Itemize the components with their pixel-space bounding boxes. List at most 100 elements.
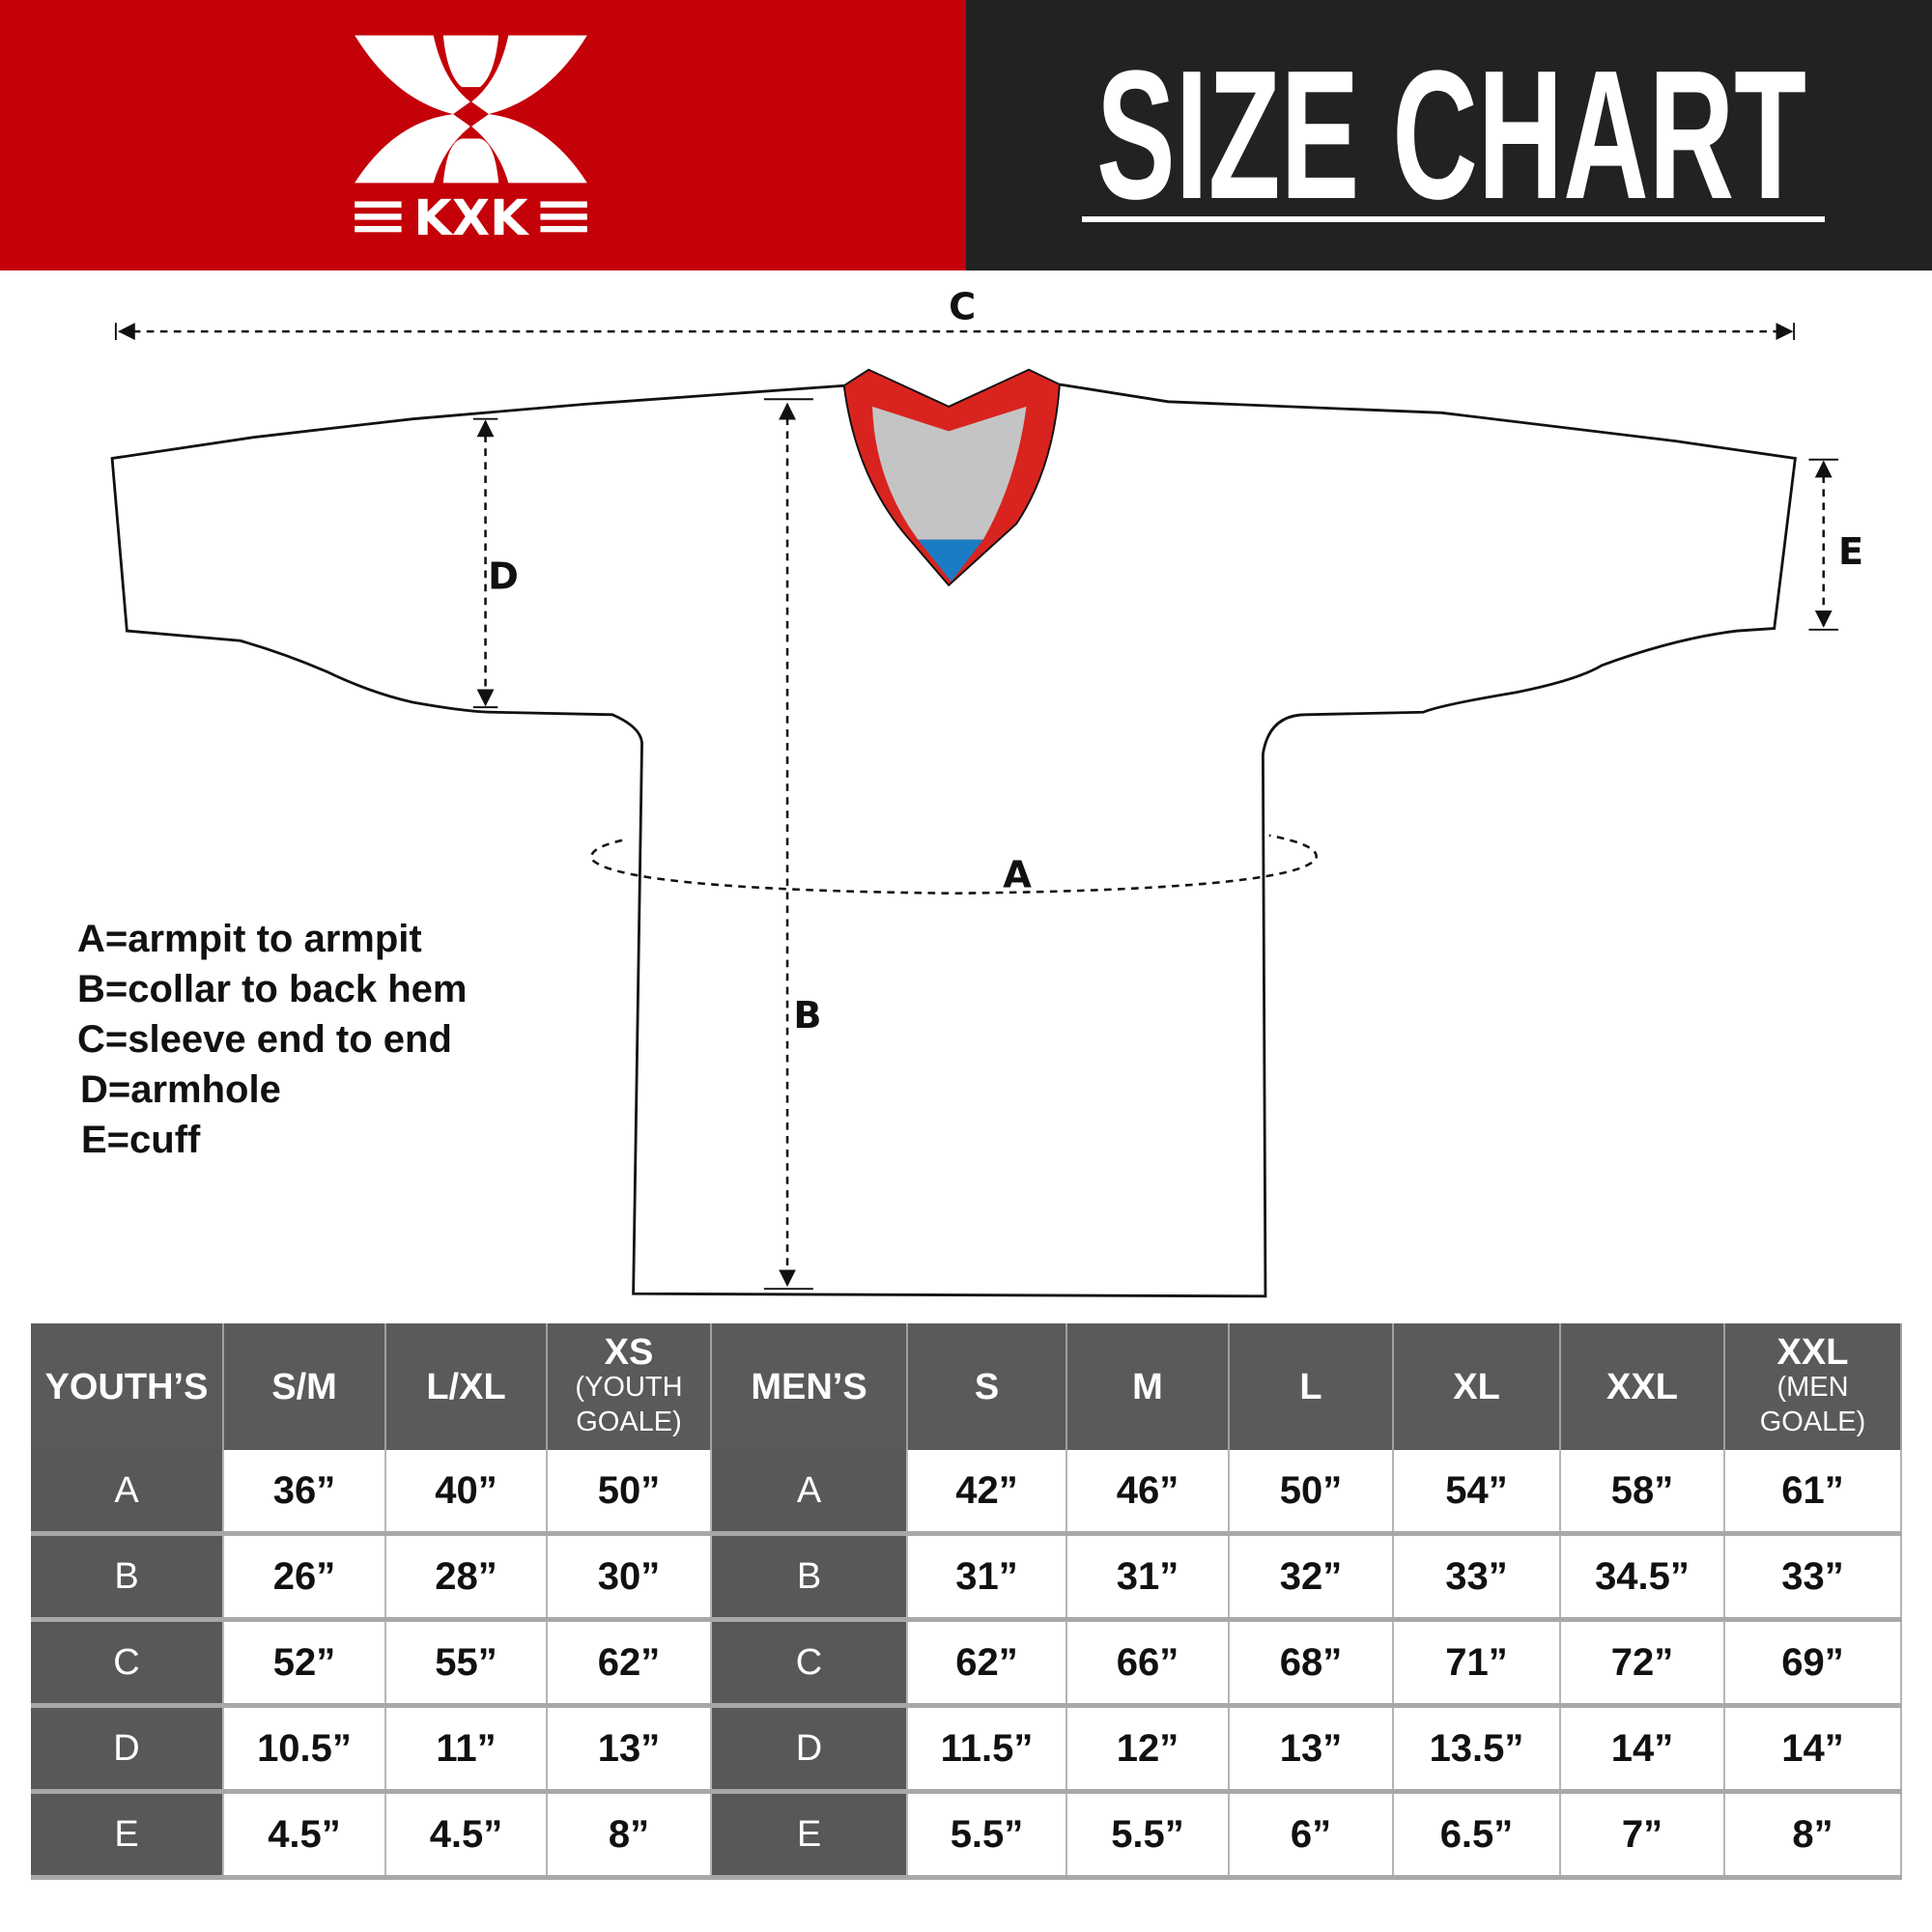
youth-value-cell: 55” <box>385 1619 548 1708</box>
label-a: A <box>1003 853 1032 896</box>
measurement-legend: A=armpit to armpit B=collar to back hem … <box>77 914 467 1165</box>
row-label: E <box>31 1791 224 1880</box>
men-value-cell: 34.5” <box>1560 1533 1725 1622</box>
size-header: L <box>1229 1323 1394 1450</box>
row-label: E <box>711 1791 908 1880</box>
legend-item: E=cuff <box>81 1119 201 1161</box>
page-title-wrap: SIZE CHART <box>1096 48 1806 213</box>
youth-value-cell: 8” <box>547 1791 712 1880</box>
table-header-row: YOUTH’S S/M L/XL XS (YOUTH GOALE) MEN’S S M L XL X… <box>31 1323 1902 1450</box>
men-value-cell: 66” <box>1066 1619 1230 1708</box>
legend-item: C=sleeve end to end <box>77 1018 452 1061</box>
youth-value-cell: 28” <box>385 1533 548 1622</box>
label-b: B <box>793 994 821 1037</box>
header-sublabel: (YOUTH GOALE) <box>575 1371 683 1437</box>
row-label: C <box>711 1619 908 1708</box>
men-value-cell: 42” <box>907 1450 1067 1536</box>
youth-value-cell: 26” <box>223 1533 386 1622</box>
jersey-outline <box>110 383 1797 1298</box>
men-value-cell: 6.5” <box>1393 1791 1561 1880</box>
men-value-cell: 46” <box>1066 1450 1230 1536</box>
label-c: C <box>949 285 976 328</box>
youth-value-cell: 4.5” <box>223 1791 386 1880</box>
row-label: B <box>31 1533 224 1622</box>
men-value-cell: 32” <box>1229 1533 1394 1622</box>
title-underline <box>1082 216 1825 222</box>
men-value-cell: 13.5” <box>1393 1705 1561 1794</box>
header-label: YOUTH’S <box>44 1366 209 1407</box>
table-row: E 4.5” 4.5” 8” E 5.5” 5.5” 6” 6.5” 7” 8” <box>31 1791 1902 1880</box>
men-value-cell: 62” <box>907 1619 1067 1708</box>
size-header: M <box>1066 1323 1230 1450</box>
men-header: MEN’S <box>711 1323 908 1450</box>
size-header: S/M <box>223 1323 386 1450</box>
youth-value-cell: 4.5” <box>385 1791 548 1880</box>
men-value-cell: 12” <box>1066 1705 1230 1794</box>
men-value-cell: 50” <box>1229 1450 1394 1536</box>
collar-inner <box>872 406 1027 540</box>
header-label: L <box>1299 1366 1322 1407</box>
legend-item: B=collar to back hem <box>77 968 468 1010</box>
label-e: E <box>1838 530 1863 574</box>
header-label: S/M <box>271 1366 337 1407</box>
youth-value-cell: 30” <box>547 1533 712 1622</box>
header-label: XS <box>604 1331 654 1373</box>
legend-item: D=armhole <box>80 1068 281 1111</box>
men-value-cell: 68” <box>1229 1619 1394 1708</box>
row-label: A <box>31 1450 224 1536</box>
youth-value-cell: 36” <box>223 1450 386 1536</box>
youth-value-cell: 50” <box>547 1450 712 1536</box>
men-value-cell: 61” <box>1724 1450 1902 1536</box>
men-value-cell: 13” <box>1229 1705 1394 1794</box>
men-value-cell: 6” <box>1229 1791 1394 1880</box>
brand-wordmark: KXK <box>413 190 529 247</box>
row-label: D <box>31 1705 224 1794</box>
title-banner <box>966 0 1932 270</box>
men-value-cell: 11.5” <box>907 1705 1067 1794</box>
size-header: XXL <box>1560 1323 1725 1450</box>
youth-value-cell: 13” <box>547 1705 712 1794</box>
table-row: A 36” 40” 50” A 42” 46” 50” 54” 58” 61” <box>31 1450 1902 1536</box>
men-value-cell: 14” <box>1560 1705 1725 1794</box>
men-value-cell: 5.5” <box>1066 1791 1230 1880</box>
page-title: SIZE CHART <box>1096 48 1806 213</box>
men-value-cell: 8” <box>1724 1791 1902 1880</box>
youth-value-cell: 11” <box>385 1705 548 1794</box>
table-row: D 10.5” 11” 13” D 11.5” 12” 13” 13.5” 14” 14” <box>31 1705 1902 1794</box>
size-header: L/XL <box>385 1323 548 1450</box>
youth-value-cell: 52” <box>223 1619 386 1708</box>
header-label: S <box>974 1366 1000 1407</box>
table-row: B 26” 28” 30” B 31” 31” 32” 33” 34.5” 33” <box>31 1533 1902 1622</box>
header-sublabel: (MEN GOALE) <box>1759 1371 1866 1437</box>
men-value-cell: 31” <box>1066 1533 1230 1622</box>
header-label: XL <box>1453 1366 1500 1407</box>
men-value-cell: 7” <box>1560 1791 1725 1880</box>
size-table: YOUTH’S S/M L/XL XS (YOUTH GOALE) MEN’S S M L XL X… <box>31 1323 1902 1880</box>
header-label: L/XL <box>426 1366 506 1407</box>
row-label: D <box>711 1705 908 1794</box>
men-value-cell: 69” <box>1724 1619 1902 1708</box>
men-value-cell: 58” <box>1560 1450 1725 1536</box>
men-value-cell: 71” <box>1393 1619 1561 1708</box>
men-value-cell: 72” <box>1560 1619 1725 1708</box>
size-header: XXL (MEN GOALE) <box>1724 1323 1902 1450</box>
table-row: C 52” 55” 62” C 62” 66” 68” 71” 72” 69” <box>31 1619 1902 1708</box>
header-label: MEN’S <box>751 1366 867 1407</box>
youth-header: YOUTH’S <box>31 1323 224 1450</box>
youth-value-cell: 62” <box>547 1619 712 1708</box>
men-value-cell: 31” <box>907 1533 1067 1622</box>
kxk-logo: KXK <box>355 35 587 247</box>
youth-value-cell: 10.5” <box>223 1705 386 1794</box>
men-value-cell: 5.5” <box>907 1791 1067 1880</box>
header-label: XXL <box>1776 1331 1849 1373</box>
legend-item: A=armpit to armpit <box>77 918 422 960</box>
label-d: D <box>488 555 519 599</box>
collar-tag <box>918 539 983 582</box>
youth-value-cell: 40” <box>385 1450 548 1536</box>
size-header: S <box>907 1323 1067 1450</box>
size-header: XL <box>1393 1323 1561 1450</box>
men-value-cell: 14” <box>1724 1705 1902 1794</box>
header-label: XXL <box>1606 1366 1678 1407</box>
